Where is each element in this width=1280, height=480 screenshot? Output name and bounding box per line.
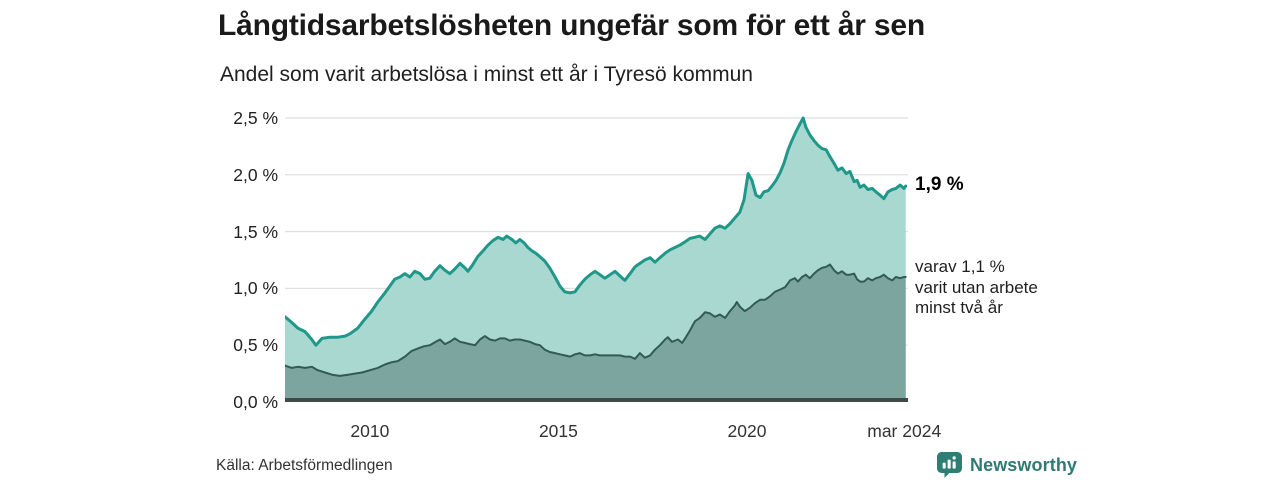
secondary-series-annotation: varav 1,1 % varit utan arbete minst två … [915, 257, 1038, 319]
x-tick-label: 2015 [538, 421, 578, 441]
chart-title: Långtidsarbetslösheten ungefär som för e… [218, 9, 926, 42]
line-two-year-unemployed [285, 263, 907, 377]
chart-subtitle: Andel som varit arbetslösa i minst ett å… [220, 63, 753, 86]
x-tick-label: 2020 [727, 421, 767, 441]
y-tick-label: 2,5 % [233, 107, 278, 128]
area-two-year-unemployed [285, 264, 906, 402]
y-tick-label: 1,5 % [233, 221, 278, 242]
y-tick-label: 2,0 % [233, 164, 278, 185]
source-note: Källa: Arbetsförmedlingen [216, 457, 393, 474]
stacked-area-chart [285, 116, 908, 402]
newsworthy-brand-name: Newsworthy [970, 454, 1078, 475]
y-tick-label: 0,5 % [233, 335, 278, 356]
annotation-line: minst två år [915, 298, 1003, 317]
line-one-year-unemployed [285, 116, 908, 347]
annotation-line: varav 1,1 % [915, 257, 1005, 276]
x-tick-label: mar 2024 [867, 421, 942, 441]
annotation-line: varit utan arbete [915, 277, 1038, 297]
newsworthy-brand: Newsworthy [936, 451, 1077, 479]
x-tick-label: 2010 [350, 421, 390, 441]
y-tick-label: 1,0 % [233, 278, 278, 299]
newsworthy-logo-icon [937, 452, 962, 478]
latest-value-label: 1,9 % [915, 174, 964, 195]
y-tick-label: 0,0 % [233, 392, 278, 412]
